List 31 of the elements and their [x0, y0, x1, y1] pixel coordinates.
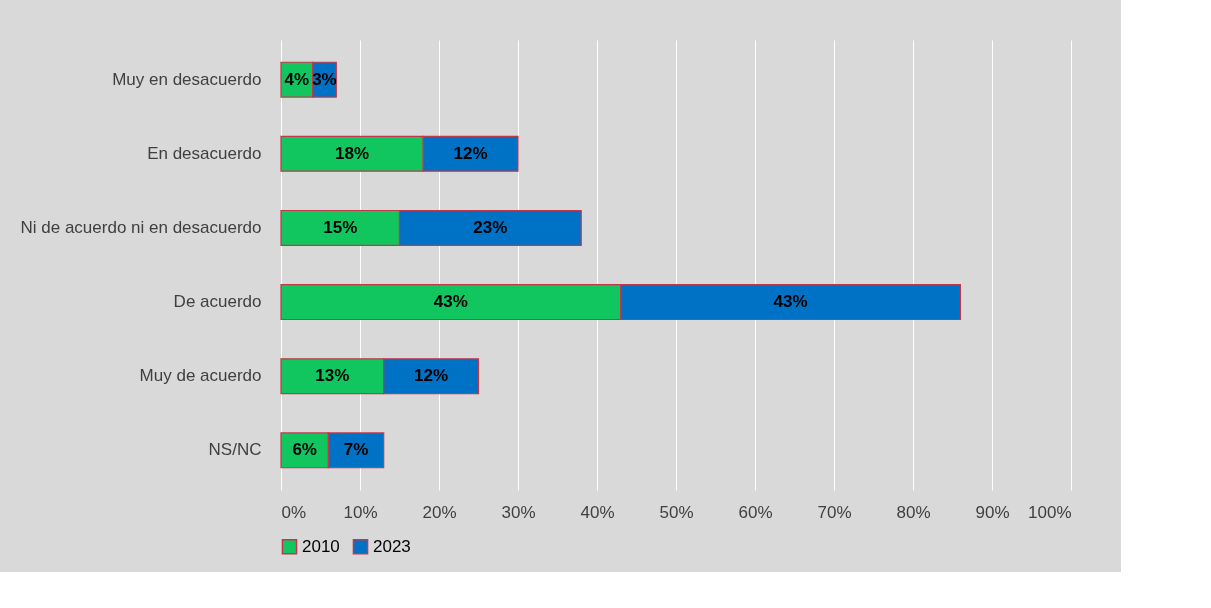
x-tick-label: 40%: [580, 502, 615, 522]
data-label: 3%: [312, 69, 337, 89]
x-tick-label: 80%: [896, 502, 931, 522]
data-label: 23%: [473, 217, 508, 237]
data-label: 13%: [315, 366, 350, 386]
y-tick-label: NS/NC: [208, 440, 262, 460]
legend-label: 2010: [302, 536, 340, 556]
x-tick-label: 0%: [281, 502, 307, 522]
y-tick-label: Muy de acuerdo: [139, 366, 262, 386]
y-tick-label: Ni de acuerdo ni en desacuerdo: [20, 217, 262, 237]
data-label: 43%: [773, 292, 808, 312]
data-label: 15%: [323, 217, 358, 237]
y-tick-label: Muy en desacuerdo: [112, 69, 262, 89]
data-label: 7%: [343, 440, 369, 460]
x-tick-label: 10%: [343, 502, 378, 522]
y-tick-label: En desacuerdo: [147, 143, 262, 163]
x-tick-label: 100%: [1028, 502, 1072, 522]
x-tick-label: 60%: [738, 502, 773, 522]
y-tick-label: De acuerdo: [173, 292, 262, 312]
x-tick-label: 50%: [659, 502, 694, 522]
data-label: 18%: [335, 143, 370, 163]
x-tick-label: 20%: [422, 502, 457, 522]
legend-label: 2023: [373, 536, 411, 556]
data-label: 43%: [433, 292, 468, 312]
data-label: 4%: [284, 69, 310, 89]
x-tick-label: 30%: [501, 502, 536, 522]
data-label: 6%: [292, 440, 317, 460]
data-label: 12%: [414, 366, 449, 386]
data-label: 12%: [453, 143, 488, 163]
x-tick-label: 70%: [817, 502, 852, 522]
x-tick-label: 90%: [975, 502, 1010, 522]
